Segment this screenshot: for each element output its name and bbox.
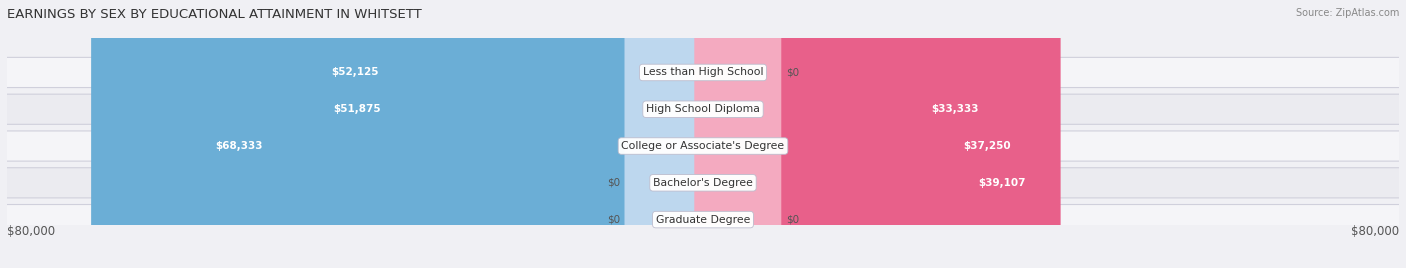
Text: $51,875: $51,875 — [333, 104, 381, 114]
Text: College or Associate's Degree: College or Associate's Degree — [621, 141, 785, 151]
FancyBboxPatch shape — [695, 0, 782, 268]
FancyBboxPatch shape — [686, 0, 1045, 268]
Text: $0: $0 — [607, 215, 620, 225]
Text: $52,125: $52,125 — [332, 68, 378, 77]
Text: EARNINGS BY SEX BY EDUCATIONAL ATTAINMENT IN WHITSETT: EARNINGS BY SEX BY EDUCATIONAL ATTAINMEN… — [7, 8, 422, 21]
Text: High School Diploma: High School Diploma — [647, 104, 759, 114]
FancyBboxPatch shape — [235, 0, 720, 268]
Text: $80,000: $80,000 — [1351, 225, 1399, 238]
FancyBboxPatch shape — [686, 0, 1060, 268]
Text: $37,250: $37,250 — [963, 141, 1011, 151]
FancyBboxPatch shape — [624, 0, 711, 268]
Text: $39,107: $39,107 — [979, 178, 1026, 188]
Text: $33,333: $33,333 — [931, 104, 979, 114]
Text: $0: $0 — [786, 68, 799, 77]
FancyBboxPatch shape — [624, 0, 711, 268]
FancyBboxPatch shape — [0, 57, 1406, 88]
Text: Graduate Degree: Graduate Degree — [655, 215, 751, 225]
Text: $0: $0 — [607, 178, 620, 188]
FancyBboxPatch shape — [91, 0, 720, 268]
Text: $0: $0 — [786, 215, 799, 225]
FancyBboxPatch shape — [686, 0, 1011, 268]
Text: $80,000: $80,000 — [7, 225, 55, 238]
Text: Less than High School: Less than High School — [643, 68, 763, 77]
FancyBboxPatch shape — [0, 204, 1406, 235]
FancyBboxPatch shape — [695, 0, 782, 268]
Text: Bachelor's Degree: Bachelor's Degree — [652, 178, 754, 188]
FancyBboxPatch shape — [0, 131, 1406, 161]
FancyBboxPatch shape — [0, 94, 1406, 124]
Text: $68,333: $68,333 — [215, 141, 263, 151]
FancyBboxPatch shape — [232, 0, 720, 268]
FancyBboxPatch shape — [0, 168, 1406, 198]
Text: Source: ZipAtlas.com: Source: ZipAtlas.com — [1295, 8, 1399, 18]
